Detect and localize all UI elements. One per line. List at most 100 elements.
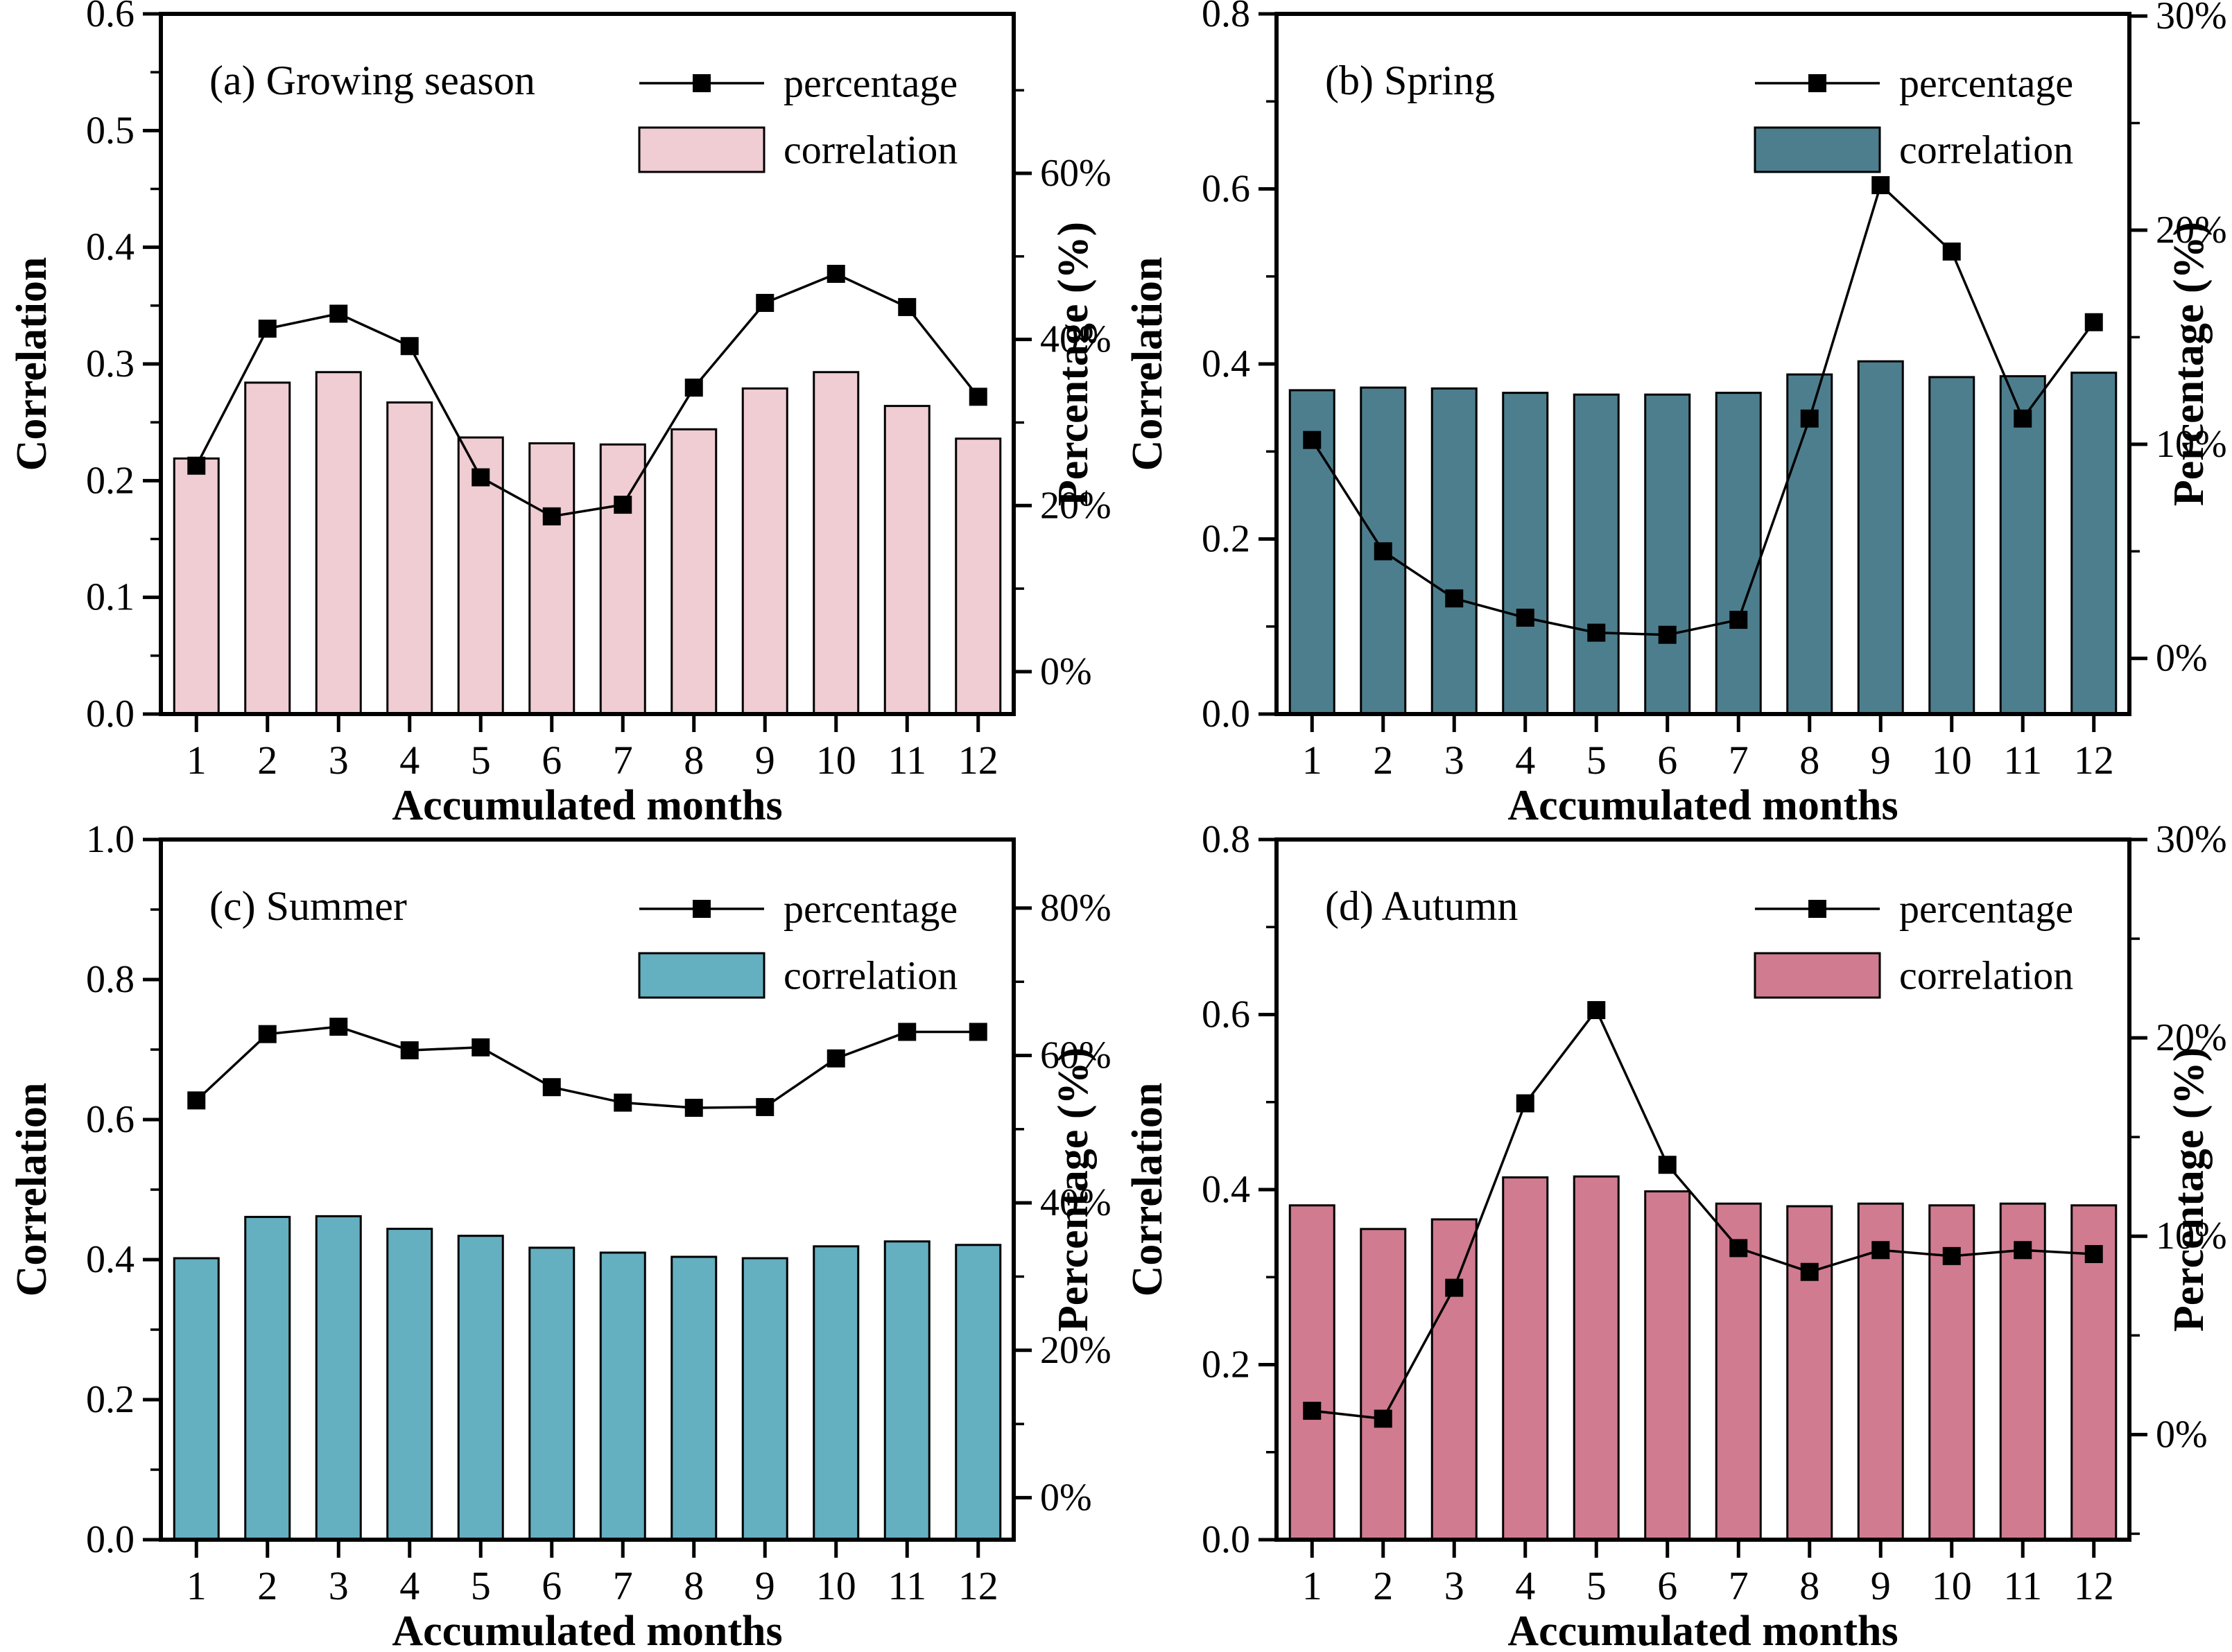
right-tick-label: 30% [2156,826,2227,861]
legend-bar-sample [1754,126,1881,173]
marker-month-2 [258,1025,277,1043]
bar-month-10 [1928,376,1975,715]
x-tick-label: 2 [257,738,277,783]
bars-layer [173,371,1002,715]
percentage-line [196,1025,978,1109]
marker-month-12 [2084,1244,2103,1263]
bar-month-9 [1857,360,1904,715]
x-tick-label: 8 [684,1563,704,1608]
bar-month-2 [244,1215,291,1541]
bar-month-8 [671,428,718,715]
left-tick-label: 0.4 [86,226,135,269]
marker-month-1 [1303,431,1322,449]
right-tick-label: 80% [1040,887,1111,930]
percentage-line [195,272,980,518]
x-axis-label: Accumulated months [1507,1608,1898,1651]
percentage-line-layer [187,265,987,525]
x-tick-label: 8 [1799,738,1819,783]
axes-layer: 0.00.20.40.60.81.00%20%40%60%80%1 2 3 4 5 6 7 8… [86,826,1111,1608]
x-tick-label: 8 [684,738,704,783]
x-tick-label: 9 [755,1563,775,1608]
right-tick-label: 20% [1040,1329,1111,1372]
x-tick-label: 9 [755,738,775,783]
legend-label-percentage: percentage [1899,61,2073,106]
marker-month-12 [2084,313,2103,331]
x-tick-label: 5 [1586,1563,1607,1608]
marker-month-4 [1516,1094,1534,1113]
legend-marker-sample [1808,74,1826,92]
x-tick-label: 4 [399,738,419,783]
bar-month-4 [386,401,433,715]
left-tick-label: 0.1 [86,576,135,619]
bar-month-8 [1786,1205,1833,1541]
left-tick-label: 0.0 [1202,1518,1250,1561]
x-tick-label: 6 [1657,1563,1677,1608]
marker-month-1 [1303,1402,1322,1420]
right-axis-label: Percentage (%) [1050,1047,1097,1332]
legend: percentage correlation [638,61,958,173]
bar-month-5 [1573,1175,1620,1541]
x-tick-label: 11 [888,738,926,783]
bar-month-1 [173,1257,220,1541]
marker-month-12 [969,1023,987,1041]
marker-month-10 [1942,1246,1961,1265]
bar-month-11 [1999,1202,2046,1541]
bar-month-12 [955,437,1002,715]
axes-layer: 0.00.20.40.60.80%10%20%30%1 2 3 4 5 6 7 8 9 10 11 1… [1202,0,2227,783]
marker-month-6 [542,507,561,525]
marker-month-6 [1658,625,1677,644]
legend-bar-sample [638,952,765,999]
bar-month-7 [599,443,646,715]
bar-month-6 [528,1246,576,1541]
x-tick-label: 1 [187,1563,207,1608]
marker-month-1 [187,456,206,475]
marker-month-2 [1374,1409,1392,1428]
bar-month-6 [528,442,576,715]
marker-month-9 [756,1097,775,1116]
right-tick-label: 30% [2156,0,2227,37]
chart-panel-a: 0.00.10.20.30.40.50.60%20%40%60%1 2 3 4 5 6 7 8… [8,0,1111,826]
x-axis-label: Accumulated months [392,782,782,826]
bar-month-4 [1502,392,1549,715]
marker-month-2 [1374,542,1392,561]
x-tick-label: 10 [816,1563,856,1608]
x-tick-label: 11 [2003,1563,2042,1608]
bar-month-3 [315,1215,362,1541]
x-axis-label: Accumulated months [392,1608,782,1651]
x-tick-label: 5 [1586,738,1607,783]
left-axis-label: Correlation [8,1083,55,1297]
x-tick-label: 6 [1657,738,1677,783]
panel-label: (b) Spring [1325,58,1495,103]
legend-marker-sample [1808,900,1826,918]
bar-month-9 [741,1257,788,1541]
left-tick-label: 0.0 [86,1518,135,1561]
percentage-line-layer [1303,1001,2103,1428]
marker-month-4 [400,1041,419,1060]
left-tick-label: 0.8 [86,958,135,1001]
chart-panel-d: 0.00.20.40.60.80%10%20%30%1 2 3 4 5 6 7 8 9 10 11 1… [1124,826,2227,1651]
left-tick-label: 0.8 [1202,0,1250,35]
bar-month-11 [883,1240,931,1541]
x-axis-label: Accumulated months [1507,782,1898,826]
marker-month-5 [472,1038,490,1057]
left-tick-label: 0.5 [86,109,135,152]
x-tick-label: 3 [1444,738,1464,783]
marker-month-7 [614,496,632,514]
bar-month-6 [1644,393,1691,715]
right-axis-label: Percentage (%) [2165,1047,2213,1332]
left-tick-label: 0.4 [86,1238,135,1281]
left-tick-label: 0.4 [1202,342,1250,385]
x-tick-label: 11 [2003,738,2042,783]
axes-layer: 0.00.20.40.60.80%10%20%30%1 2 3 4 5 6 7 8 9 10 11 1… [1202,826,2227,1608]
right-axis-label: Percentage (%) [2165,222,2213,506]
marker-month-11 [2014,1241,2032,1260]
panel-spring: 0.0 0.2 0.4 0.6 0.8 0% 10% 20% 30% 1 2 3 4 5 6 7 8 9 10 11 1… [1116,0,2231,826]
bars-layer [1288,360,2118,715]
right-tick-label: 40% [1040,1181,1111,1224]
bar-month-7 [1715,1202,1762,1541]
left-tick-label: 0.4 [1202,1168,1250,1211]
x-tick-label: 8 [1799,1563,1819,1608]
marker-month-10 [827,265,845,284]
x-tick-label: 3 [1444,1563,1464,1608]
x-tick-label: 4 [1515,1563,1535,1608]
